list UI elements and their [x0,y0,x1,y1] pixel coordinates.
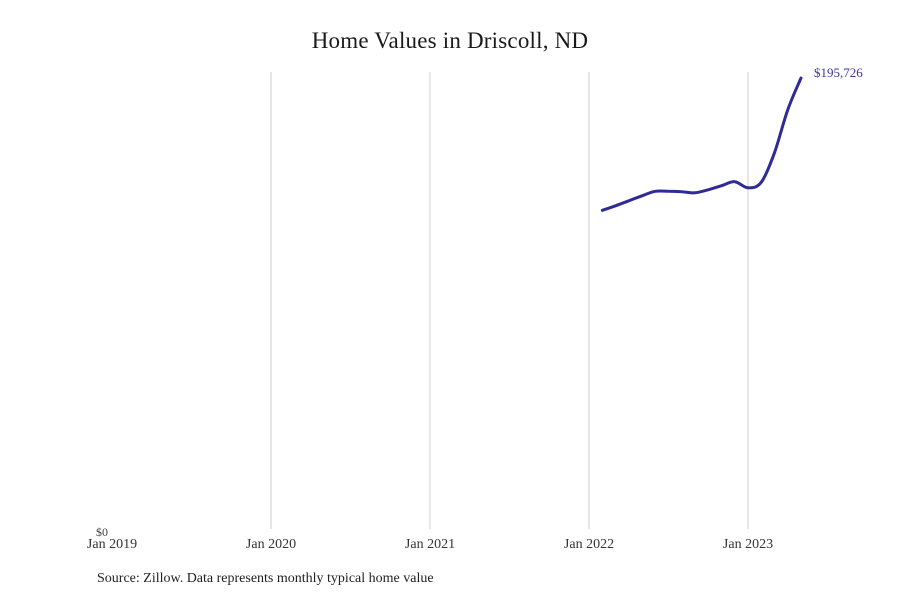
home-value-line [600,76,803,212]
x-axis-label-jan-2023: Jan 2023 [722,537,774,552]
end-value-label: $195,726 [814,65,863,80]
chart-title: Home Values in Driscoll, ND [311,28,589,53]
x-axis-label-jan-2022: Jan 2022 [563,537,615,552]
x-axis-label-jan-2021: Jan 2021 [404,537,456,552]
vertical-gridlines [270,72,749,529]
y-axis-zero-label: $0 [96,525,108,539]
x-axis-label-jan-2019: Jan 2019 [86,537,138,552]
source-note: Source: Zillow. Data represents monthly … [97,571,434,586]
x-axis-label-jan-2020: Jan 2020 [245,537,297,552]
